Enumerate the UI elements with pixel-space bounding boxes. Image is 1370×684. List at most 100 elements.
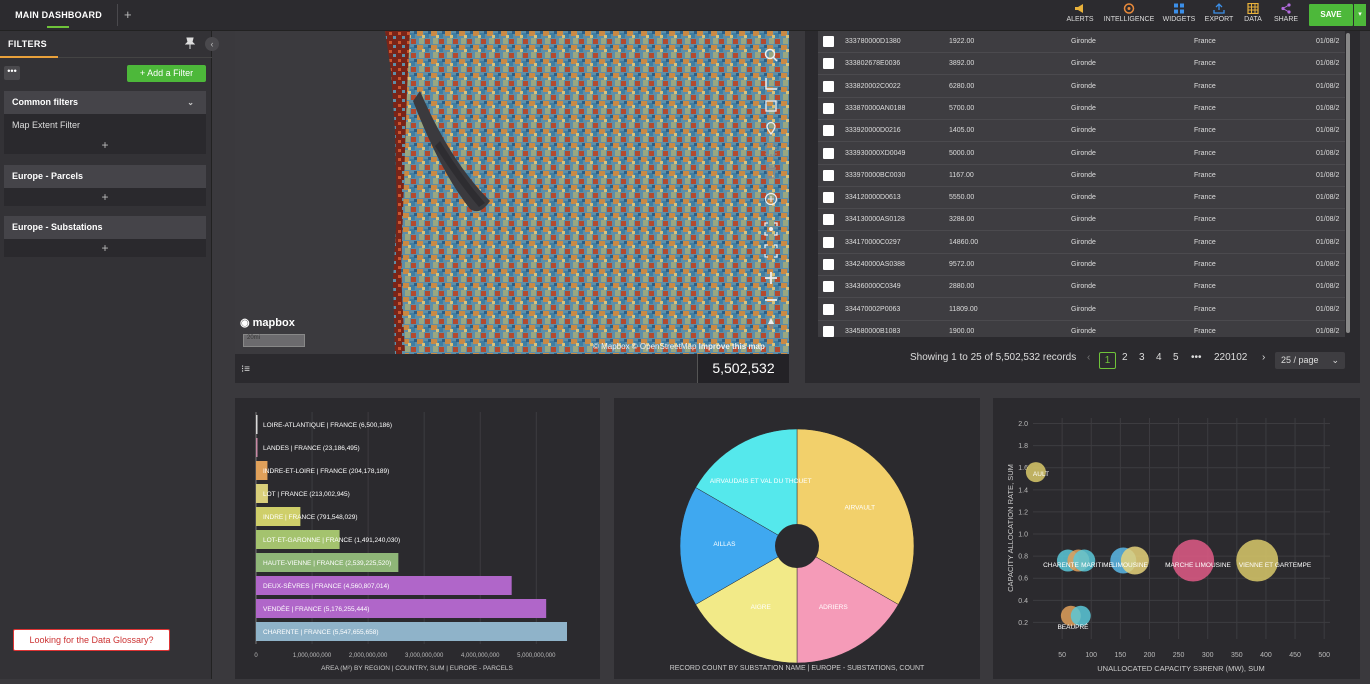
table-row[interactable]: 333930000XD0049 5000.00 Gironde France 01/08… — [818, 143, 1345, 165]
table-row[interactable]: 333870000AN0188 5700.00 Gironde France 01/08… — [818, 98, 1345, 120]
row-checkbox[interactable] — [823, 303, 834, 315]
data-glossary-link[interactable]: Looking for the Data Glossary? — [13, 629, 170, 651]
share-button[interactable]: SHARE — [1272, 3, 1300, 29]
map-search-button[interactable] — [759, 45, 783, 65]
add-tab-button[interactable]: + — [124, 7, 132, 22]
chevron-down-icon[interactable]: ⌄ — [187, 98, 194, 107]
page-size-select[interactable]: 25 / page ⌄ — [1275, 352, 1345, 369]
map-reset-view-button[interactable] — [759, 241, 783, 261]
table-row[interactable]: 334580000B1083 1900.00 Gironde France 01/08/… — [818, 321, 1345, 337]
compass-button[interactable] — [759, 314, 783, 334]
table-cell: 5700.00 — [949, 104, 975, 112]
legend-icon[interactable]: ⁝≡ — [241, 364, 251, 375]
export-button[interactable]: EXPORT — [1204, 3, 1234, 29]
table-row[interactable]: 334130000AS0128 3288.00 Gironde France 01/08… — [818, 209, 1345, 232]
widgets-button[interactable]: WIDGETS — [1162, 3, 1196, 29]
prev-page-button[interactable]: ‹ — [1087, 352, 1091, 363]
x-tick-label: 300 — [1202, 652, 1214, 659]
table-row[interactable]: 333920000D0216 1405.00 Gironde France 01/08/… — [818, 120, 1345, 143]
alerts-button[interactable]: ALERTS — [1066, 3, 1094, 29]
add-to-group-button[interactable]: + — [101, 138, 109, 152]
table-cell: 01/08/2 — [1316, 327, 1340, 335]
collapse-sidebar-button[interactable]: ‹ — [205, 37, 219, 51]
page-ellipsis[interactable]: ••• — [1191, 352, 1202, 363]
add-to-group-button[interactable]: + — [101, 190, 109, 204]
map-canvas[interactable] — [235, 31, 789, 354]
y-tick-label: 0.6 — [1018, 576, 1028, 583]
map-delete-button[interactable] — [759, 162, 783, 182]
filter-group-header[interactable]: Common filters ⌄ — [4, 91, 206, 114]
save-dropdown-button[interactable]: ▾ — [1354, 4, 1366, 26]
filter-group-header[interactable]: Europe - Substations — [4, 216, 206, 239]
more-options-button[interactable]: ••• — [4, 66, 20, 80]
pie-chart-svg: AIRVAULT ADRIERS AIGRE AILLAS AIRVAUDAIS ET … — [670, 428, 925, 672]
map-draw-polygon-button[interactable] — [759, 140, 783, 160]
table-row[interactable]: 334240000AS0388 9572.00 Gironde France 01/08… — [818, 254, 1345, 276]
layers-icon — [764, 192, 778, 206]
filter-item-map-extent[interactable]: Map Extent Filter — [12, 120, 81, 130]
table-row[interactable]: 333970000BC0030 1167.00 Gironde France 01/08… — [818, 165, 1345, 187]
pin-icon[interactable] — [185, 37, 195, 49]
mapbox-logo[interactable]: ◉ mapbox — [240, 316, 295, 329]
row-checkbox[interactable] — [823, 147, 834, 159]
add-to-group-button[interactable]: + — [101, 241, 109, 255]
focus-icon — [764, 222, 778, 236]
table-row[interactable]: 333780000D1380 1922.00 Gironde France 01/08/… — [818, 31, 1345, 53]
data-button[interactable]: DATA — [1242, 3, 1264, 29]
next-page-button[interactable]: › — [1262, 352, 1266, 363]
map-fit-extent-button[interactable] — [759, 219, 783, 239]
row-checkbox[interactable] — [823, 259, 834, 270]
table-row[interactable]: 333820002C0022 6280.00 Gironde France 01/08/… — [818, 76, 1345, 98]
map-draw-rectangle-button[interactable] — [759, 96, 783, 116]
row-checkbox[interactable] — [823, 214, 834, 226]
share-label: SHARE — [1273, 16, 1299, 23]
row-checkbox[interactable] — [823, 281, 834, 293]
filter-group-header[interactable]: Europe - Parcels — [4, 165, 206, 188]
filters-title-underline — [0, 56, 58, 58]
filter-group-substations: Europe - Substations + — [4, 216, 206, 257]
table-cell: Gironde — [1071, 283, 1096, 291]
capacity-bubble-chart: 50 100 150 200 250 300 350 400 450 500 0.2 0.4 0.6 0.… — [993, 398, 1360, 679]
page-4-button[interactable]: 4 — [1156, 352, 1162, 363]
bar-label: INDRE | FRANCE (791,548,029) — [263, 514, 358, 521]
row-checkbox[interactable] — [823, 36, 834, 47]
bar-label: HAUTE-VIENNE | FRANCE (2,539,225,520) — [263, 560, 391, 567]
table-row[interactable]: 334120000D0613 5550.00 Gironde France 01/08/… — [818, 187, 1345, 210]
table-row[interactable]: 334470002P0063 11809.00 Gironde France 01/08… — [818, 299, 1345, 321]
tab-main-dashboard[interactable]: MAIN DASHBOARD — [0, 0, 117, 31]
table-scrollbar[interactable] — [1346, 33, 1350, 333]
map-layers-button[interactable] — [759, 189, 783, 209]
chevron-down-icon: ⌄ — [1331, 355, 1339, 365]
save-button[interactable]: SAVE — [1309, 4, 1353, 26]
zoom-out-button[interactable] — [759, 290, 783, 310]
add-filter-button[interactable]: + Add a Filter — [127, 65, 206, 82]
table-cell: 1900.00 — [949, 327, 975, 335]
page-2-button[interactable]: 2 — [1122, 352, 1128, 363]
improve-map-link[interactable]: Improve this map — [698, 342, 765, 351]
row-checkbox[interactable] — [823, 80, 834, 92]
brain-icon — [1123, 3, 1135, 14]
page-5-button[interactable]: 5 — [1173, 352, 1179, 363]
table-cell: 9572.00 — [949, 261, 975, 268]
row-checkbox[interactable] — [823, 236, 834, 248]
slice-label: AIRVAULT — [844, 505, 875, 512]
map-view[interactable] — [235, 31, 789, 354]
intelligence-button[interactable]: INTELLIGENCE — [1103, 3, 1155, 29]
page-last-button[interactable]: 220102 — [1214, 352, 1248, 363]
row-checkbox[interactable] — [823, 169, 834, 181]
table-row[interactable]: 333802678E0036 3892.00 Gironde France 01/08/… — [818, 53, 1345, 76]
map-draw-point-button[interactable] — [759, 118, 783, 138]
page-1-button[interactable]: 1 — [1099, 352, 1116, 369]
row-checkbox[interactable] — [823, 125, 834, 137]
table-row[interactable]: 334170000C0297 14860.00 Gironde France 01/08… — [818, 232, 1345, 254]
row-checkbox[interactable] — [823, 325, 834, 337]
row-checkbox[interactable] — [823, 192, 834, 204]
data-table: 333780000D1380 1922.00 Gironde France 01/08/… — [818, 31, 1345, 337]
table-row[interactable]: 334360000C0349 2880.00 Gironde France 01/08/… — [818, 276, 1345, 299]
map-measure-button[interactable] — [759, 74, 783, 94]
table-cell: France — [1194, 171, 1216, 179]
zoom-in-button[interactable] — [759, 268, 783, 288]
page-3-button[interactable]: 3 — [1139, 352, 1145, 363]
row-checkbox[interactable] — [823, 58, 834, 70]
row-checkbox[interactable] — [823, 102, 834, 114]
